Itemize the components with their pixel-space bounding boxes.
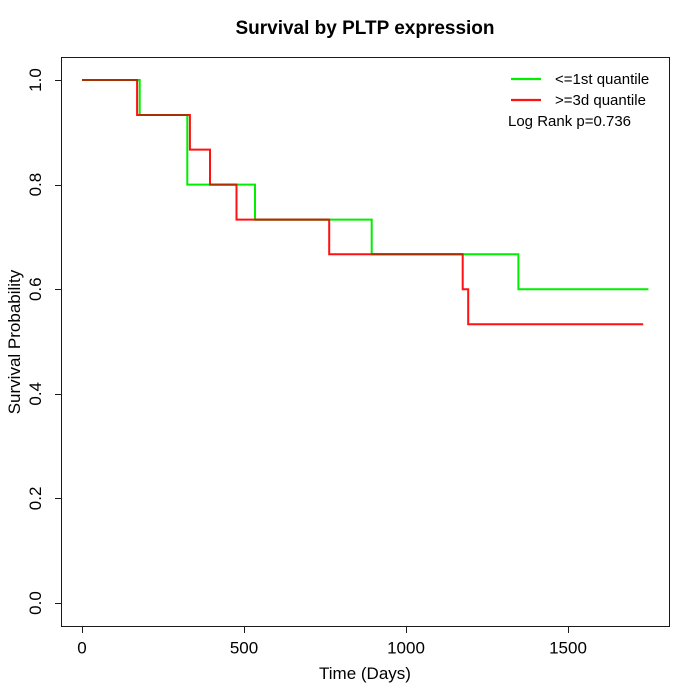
y-tick-label: 1.0 — [26, 68, 45, 92]
x-axis-label: Time (Days) — [319, 664, 411, 683]
y-axis-label: Survival Probability — [5, 269, 24, 414]
x-tick-label: 1000 — [387, 639, 425, 658]
plot-box — [60, 56, 671, 628]
y-tick-label: 0.8 — [26, 173, 45, 197]
legend-label-1st-quantile: <=1st quantile — [555, 71, 649, 88]
legend-label-3d-quantile: >=3d quantile — [555, 92, 646, 109]
y-tick-label: 0.2 — [26, 487, 45, 511]
x-tick-label: 1500 — [549, 639, 587, 658]
y-axis: 0.0 0.2 0.4 0.6 0.8 1.0 — [26, 68, 62, 615]
y-tick-label: 0.6 — [26, 277, 45, 301]
legend: <=1st quantile >=3d quantile Log Rank p=… — [508, 71, 649, 130]
curves-layer — [82, 79, 649, 326]
y-tick-label: 0.0 — [26, 591, 45, 615]
x-tick-label: 0 — [77, 639, 86, 658]
x-tick-label: 500 — [230, 639, 258, 658]
log-rank-note: Log Rank p=0.736 — [508, 113, 631, 130]
x-axis: 0 500 1000 1500 — [77, 626, 587, 658]
km-curve-green — [82, 79, 649, 291]
plot-title: Survival by PLTP expression — [235, 18, 494, 39]
y-tick-label: 0.4 — [26, 382, 45, 406]
